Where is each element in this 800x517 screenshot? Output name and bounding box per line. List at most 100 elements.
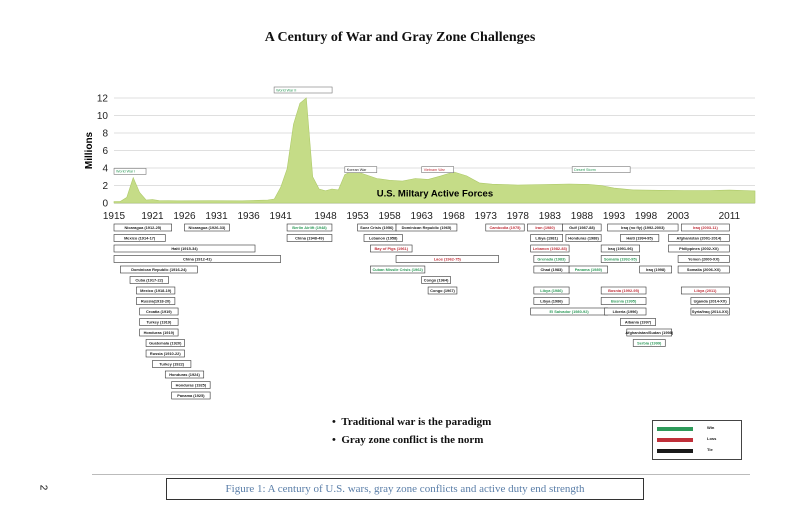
conflict-item: Nicaragua (1912-25) <box>113 223 172 232</box>
conflict-label: Guatemala (1920) <box>149 341 182 346</box>
conflict-item: Liberia (1996) <box>604 307 647 316</box>
conflict-label: Liberia (1996) <box>613 309 639 314</box>
conflict-item: Chad (1983) <box>533 265 570 274</box>
conflict-box <box>530 234 564 242</box>
conflict-item: Honduras (1919) <box>139 328 179 337</box>
conflict-box <box>680 286 730 295</box>
conflict-item: Libya (1986) <box>533 286 570 295</box>
conflict-box <box>139 328 179 337</box>
conflict-label: Nicaragua (1912-25) <box>124 225 161 230</box>
conflict-label: Cambodia (1975) <box>489 225 521 230</box>
conflict-box <box>690 297 730 305</box>
x-tick-label: 1921 <box>141 211 164 222</box>
conflict-box <box>639 265 672 274</box>
annotation-box <box>421 166 455 173</box>
conflict-label: Afghanistan (2001-2014) <box>677 236 722 241</box>
annotation-war: Desert Storm <box>571 166 631 173</box>
x-tick-label: 1983 <box>539 211 562 222</box>
x-tick-label: 1963 <box>411 211 434 222</box>
footer-divider <box>92 474 750 475</box>
conflict-label: Albania (1997) <box>625 320 652 325</box>
conflict-item: Iraq (1998) <box>639 265 672 274</box>
conflict-box <box>533 286 570 295</box>
conflict-item: Haiti (1915-34) <box>113 244 256 253</box>
legend-label-win: Win <box>707 425 715 430</box>
conflict-item: China (1912-41) <box>113 255 281 263</box>
conflict-label: Croatia (1919) <box>146 309 172 314</box>
conflict-item: Honduras (1988) <box>565 234 602 242</box>
conflict-item: Serbia (1999) <box>632 339 666 347</box>
y-tick-label: 12 <box>97 94 109 105</box>
conflict-item: Cuban Missile Crisis (1962) <box>370 265 426 274</box>
conflict-box <box>139 307 179 316</box>
conflict-label: Iraq (1991-96) <box>608 246 634 251</box>
annotation-war: World War I <box>113 168 147 175</box>
conflict-box <box>427 286 458 295</box>
conflict-label: Russia(1918-20) <box>141 299 171 304</box>
conflict-label: Grenada (1983) <box>537 257 566 262</box>
x-tick-label: 1973 <box>475 211 498 222</box>
conflict-item: Iran (1980) <box>527 223 564 232</box>
conflict-item: Afghanistan (2001-2014) <box>668 234 730 242</box>
x-tick-label: 2011 <box>719 211 741 222</box>
conflict-item: Suez Crisis (1956) <box>357 223 397 232</box>
conflict-box <box>136 297 176 305</box>
conflict-label: Honduras (1988) <box>568 236 599 241</box>
conflict-box <box>421 276 451 284</box>
conflict-label: El Salvador (1980-92) <box>550 309 590 314</box>
legend-swatch-win <box>657 427 693 431</box>
conflict-item: Mexico (1918-19) <box>136 286 176 295</box>
conflict-label: China (1948-49) <box>295 236 324 241</box>
conflict-item: Guatemala (1920) <box>145 339 185 347</box>
annotation-box <box>273 86 333 94</box>
conflict-label: China (1912-41) <box>183 257 212 262</box>
conflict-box <box>113 234 166 242</box>
conflict-label: Honduras (1919) <box>144 330 175 335</box>
conflict-item: Honduras (1925) <box>171 381 211 389</box>
y-tick-label: 2 <box>102 181 108 192</box>
conflict-label: Panama (1925) <box>177 393 205 398</box>
conflict-box <box>171 381 211 389</box>
conflict-label: Turkey (1922) <box>159 362 185 367</box>
series-label: U.S. Miltary Active Forces <box>377 188 493 199</box>
conflict-box <box>363 234 403 242</box>
conflict-box <box>600 286 647 295</box>
conflict-box <box>286 234 333 242</box>
conflict-label: Mexico (1914-17) <box>124 236 156 241</box>
conflict-item: Albania (1997) <box>620 318 656 326</box>
conflict-timeline: Nicaragua (1912-25) Nicaragua (1926-33) Me… <box>113 223 730 400</box>
conflict-box <box>120 265 198 274</box>
conflict-item: Cambodia (1975) <box>485 223 525 232</box>
conflict-item: Lebanon (1958) <box>363 234 403 242</box>
conflict-item: Bosnia (1992-95) <box>600 286 647 295</box>
conflict-item: Russia (1910-22) <box>145 349 185 358</box>
conflict-box <box>680 223 730 232</box>
conflict-box <box>136 286 176 295</box>
conflict-box <box>113 223 172 232</box>
conflict-item: Syria/Iraq (2014-XX) <box>690 307 730 316</box>
conflict-item: Libya (1986) <box>533 297 570 305</box>
x-tick-label: 1993 <box>603 211 626 222</box>
y-axis-ticks: 0 2 4 6 8 10 12 <box>97 94 109 210</box>
annotation-box <box>571 166 631 173</box>
x-tick-label: 1998 <box>635 211 658 222</box>
conflict-box <box>395 255 499 263</box>
x-tick-label: 1978 <box>507 211 530 222</box>
annotation-label: World War I <box>116 170 135 174</box>
conflict-item: Panama (1989) <box>568 265 608 274</box>
conflict-item: Somalia (1992-95) <box>600 255 640 263</box>
conflict-label: Serbia (1999) <box>637 341 662 346</box>
conflict-label: Iran (1980) <box>535 225 555 230</box>
conflict-box <box>600 297 647 305</box>
conflict-item: Honduras (1924) <box>164 370 205 379</box>
x-tick-label: 1988 <box>571 211 594 222</box>
conflict-item: Panama (1925) <box>171 391 211 400</box>
conflict-label: Dominican Republic (1965) <box>402 225 452 230</box>
conflict-item: Iraq (no fly) (1992-2003) <box>607 223 679 232</box>
conflict-box <box>620 318 656 326</box>
conflict-label: Libya (1981) <box>535 236 558 241</box>
conflict-box <box>620 234 660 242</box>
y-tick-label: 0 <box>102 199 108 210</box>
conflict-item: Dominican Republic (1916-24) <box>120 265 198 274</box>
conflict-box <box>565 234 602 242</box>
